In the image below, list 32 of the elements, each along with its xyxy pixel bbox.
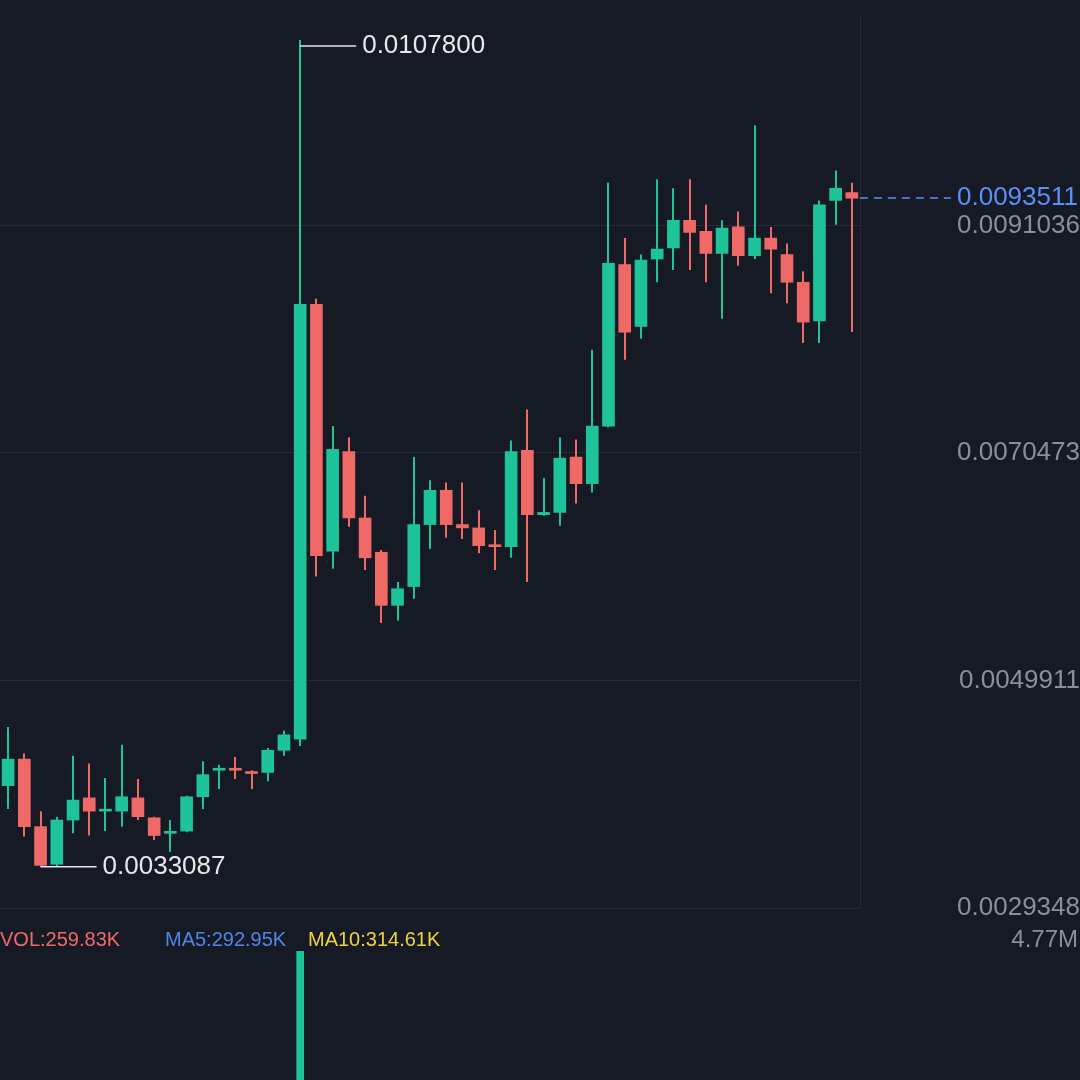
text: MA10:314.61K [308,927,441,950]
candlestick [196,760,210,810]
candlestick [472,509,486,555]
candlestick [66,754,80,835]
candlestick [650,178,664,284]
candlestick [212,763,226,791]
candlestick [277,729,291,757]
candlestick [131,778,145,822]
candlestick [456,481,469,540]
candlestick [245,769,258,791]
text: 4.77M [1011,924,1078,952]
candlestick [82,762,96,837]
y-tick-label: 0.0029348 [957,891,1080,922]
candlestick [764,225,778,295]
candlestick [699,203,713,284]
annotation: 0.0107800 [362,29,486,60]
candlestick [391,581,404,622]
candlestick [164,819,177,854]
candlestick [261,747,275,783]
candlestick [683,178,696,272]
y-tick-label: 0.0049911 [959,663,1080,694]
annotation: 0.0033087 [102,849,226,880]
y-tick-label: 0.0070473 [957,436,1080,467]
candlestick [228,755,242,781]
candlestick [829,169,842,226]
candlestick [748,124,761,261]
text: VOL:259.83K [0,927,121,950]
candlestick [537,477,550,517]
text: MA5:292.95K [165,927,287,950]
candlestick [115,743,129,828]
candlestick [488,529,502,571]
candlestick [845,181,859,334]
